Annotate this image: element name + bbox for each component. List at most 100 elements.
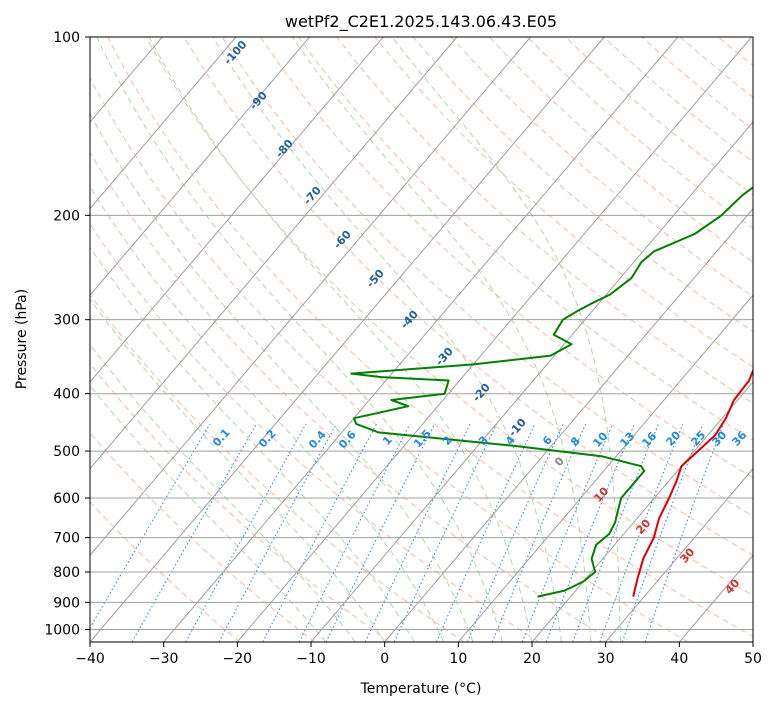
y-tick-label: 400 [53, 387, 80, 403]
moist-adiabat-label: 40 [722, 576, 742, 596]
dry-adiabat [90, 363, 390, 642]
moist-adiabat [90, 298, 386, 642]
dry-adiabat [90, 501, 241, 642]
isotherm [605, 467, 753, 642]
dry-adiabat-label: -30 [433, 345, 456, 369]
mixing-ratio-line [298, 423, 411, 642]
mixing-ratio-line [545, 423, 635, 642]
y-tick-label: 700 [53, 531, 80, 547]
isotherm [163, 37, 679, 642]
dry-adiabat [412, 37, 753, 333]
x-tick-label: 0 [380, 651, 389, 667]
x-tick-label: −40 [75, 651, 105, 667]
moist-adiabat [90, 112, 474, 642]
x-tick-label: −10 [296, 651, 326, 667]
moist-adiabat [391, 37, 621, 642]
dry-adiabat [90, 293, 465, 642]
dry-adiabat [565, 37, 753, 196]
dry-adiabat [679, 37, 753, 98]
mixing-ratio-line [599, 423, 684, 642]
y-tick-label: 500 [53, 444, 80, 460]
moist-adiabat [90, 185, 445, 642]
y-tick-label: 800 [53, 565, 80, 581]
isotherm [90, 37, 531, 557]
mixing-ratio-line [218, 423, 337, 642]
moist-adiabat [96, 37, 503, 642]
dry-adiabat [90, 151, 614, 642]
mixing-ratio-line [262, 423, 378, 642]
isotherm [90, 37, 237, 210]
x-tick-label: −30 [149, 651, 179, 667]
dry-adiabat-label: -50 [364, 267, 387, 291]
mixing-ratio-line [435, 423, 536, 642]
mixing-ratio-label: 16 [639, 429, 659, 449]
isotherm [457, 294, 753, 642]
plot-frame [89, 36, 754, 643]
dry-adiabat [183, 37, 753, 556]
mixing-ratio-label: 30 [709, 428, 729, 448]
dry-adiabat-label: -70 [301, 184, 324, 208]
chart-title: wetPf2_C2E1.2025.143.06.43.E05 [285, 12, 557, 32]
x-tick-label: 10 [449, 651, 467, 667]
dry-adiabat-label: -90 [247, 89, 270, 113]
dry-adiabat [90, 432, 316, 642]
isotherm [752, 641, 753, 642]
mixing-ratio-line [644, 423, 724, 642]
moist-adiabat [90, 246, 415, 642]
mixing-ratio-label: 13 [617, 430, 637, 450]
isotherm [531, 381, 753, 642]
dry-adiabat-label: 0 [552, 454, 567, 469]
x-tick-label: 30 [597, 651, 615, 667]
temperature-profile-line [632, 367, 753, 597]
y-tick-label: 200 [53, 208, 80, 224]
isotherm [90, 37, 458, 470]
mixing-ratio-label: 0.4 [306, 428, 329, 451]
moist-adiabat [212, 37, 562, 642]
mixing-ratio-line [467, 423, 564, 642]
isotherm [90, 37, 310, 297]
x-tick-label: 20 [523, 651, 541, 667]
mixing-ratio-line [90, 423, 211, 629]
mixing-ratio-line [364, 423, 471, 642]
mixing-ratio-line [491, 423, 587, 642]
dry-adiabat-label: -20 [470, 381, 493, 405]
mixing-ratio-label: 6 [540, 433, 555, 448]
dry-adiabat [90, 223, 540, 642]
mixing-ratio-line [131, 423, 257, 642]
y-tick-label: 1000 [44, 622, 80, 638]
mixing-ratio-label: 1.5 [411, 427, 434, 450]
x-tick-label: 50 [744, 651, 762, 667]
mixing-ratio-line [325, 423, 435, 642]
mixing-ratio-line [621, 423, 704, 642]
dry-adiabat-label: -40 [398, 308, 421, 332]
isotherm [90, 37, 605, 642]
y-tick-label: 100 [53, 30, 80, 46]
dry-adiabat [221, 37, 753, 517]
moist-adiabat [148, 37, 533, 642]
isotherm [310, 121, 753, 642]
dewpoint-profile-line [350, 186, 753, 598]
moist-adiabat-label: 10 [591, 484, 611, 504]
x-tick-label: −20 [223, 651, 253, 667]
isotherm [90, 37, 384, 383]
isotherm [236, 37, 752, 642]
dry-adiabat [90, 77, 689, 642]
y-tick-label: 600 [53, 491, 80, 507]
mixing-ratio-line [521, 423, 614, 642]
mixing-ratio-label: 2 [440, 433, 455, 447]
mixing-ratio-label: 0.2 [256, 427, 279, 450]
dry-adiabat-label: -80 [273, 137, 296, 161]
mixing-ratio-label: 25 [688, 429, 708, 449]
y-axis-label: Pressure (hPa) [14, 289, 30, 389]
moist-adiabat [291, 37, 592, 642]
mixing-ratio-label: 36 [729, 428, 749, 448]
moist-adiabat [90, 343, 356, 642]
dry-adiabat-label: -60 [331, 228, 354, 252]
y-tick-label: 300 [53, 313, 80, 329]
dry-adiabat [145, 37, 753, 597]
moist-adiabat [90, 384, 327, 642]
mixing-ratio-line [185, 423, 307, 642]
y-tick-label: 900 [53, 595, 80, 611]
dry-adiabat [488, 37, 753, 263]
